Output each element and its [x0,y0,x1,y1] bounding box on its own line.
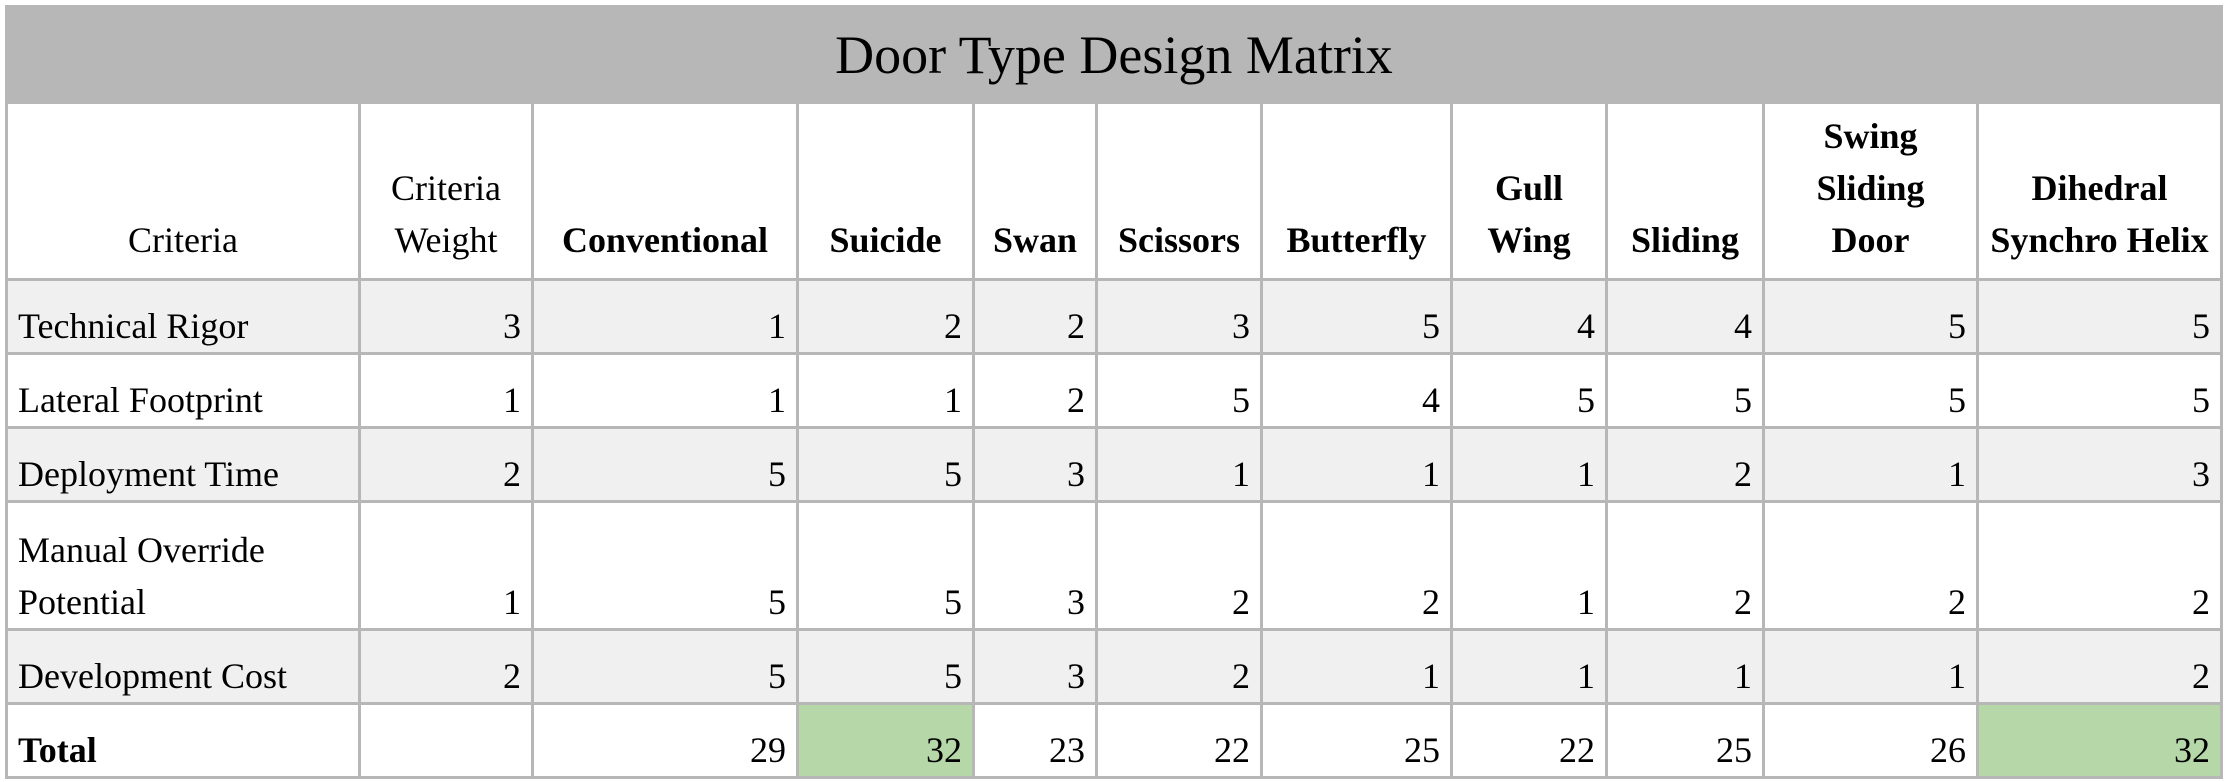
header-criteria: Criteria [5,101,361,281]
table-row: Development Cost 2 5 5 3 2 1 1 1 1 2 [5,628,2223,705]
criterion-label: Deployment Time [5,426,361,503]
criterion-weight: 1 [358,500,534,631]
score-cell: 5 [1095,352,1263,429]
score-cell: 5 [1762,352,1979,429]
score-cell: 2 [1260,500,1453,631]
score-cell: 5 [1605,352,1765,429]
score-cell: 2 [796,278,975,355]
header-scissors: Scissors [1095,101,1263,281]
title-row: Door Type Design Matrix [5,5,2223,104]
score-cell: 2 [1605,500,1765,631]
header-gull-wing: Gull Wing [1450,101,1608,281]
score-cell: 5 [796,628,975,705]
score-cell: 2 [1762,500,1979,631]
total-cell-highlighted: 32 [1976,702,2223,779]
score-cell: 5 [531,500,799,631]
score-cell: 5 [796,500,975,631]
criterion-weight: 1 [358,352,534,429]
score-cell: 1 [1260,628,1453,705]
total-cell: 23 [972,702,1098,779]
design-matrix: Door Type Design Matrix Criteria Criteri… [5,5,2223,779]
score-cell: 4 [1260,352,1453,429]
score-cell: 5 [531,628,799,705]
total-cell: 29 [531,702,799,779]
score-cell: 2 [972,278,1098,355]
score-cell: 2 [1095,628,1263,705]
score-cell: 3 [1976,426,2223,503]
header-conventional: Conventional [531,101,799,281]
score-cell: 1 [1605,628,1765,705]
table-row: Technical Rigor 3 1 2 2 3 5 4 4 5 5 [5,278,2223,355]
score-cell: 5 [1260,278,1453,355]
score-cell: 5 [1976,278,2223,355]
score-cell: 2 [1095,500,1263,631]
score-cell: 1 [531,352,799,429]
header-dihedral-synchro-helix: Dihedral Synchro Helix [1976,101,2223,281]
score-cell: 4 [1450,278,1608,355]
total-cell-highlighted: 32 [796,702,975,779]
score-cell: 1 [1450,628,1608,705]
score-cell: 5 [1762,278,1979,355]
total-label: Total [5,702,361,779]
total-cell: 22 [1450,702,1608,779]
total-cell: 22 [1095,702,1263,779]
score-cell: 1 [1762,426,1979,503]
table-row: Lateral Footprint 1 1 1 2 5 4 5 5 5 5 [5,352,2223,429]
header-sliding: Sliding [1605,101,1765,281]
header-suicide: Suicide [796,101,975,281]
score-cell: 1 [1260,426,1453,503]
score-cell: 2 [972,352,1098,429]
score-cell: 5 [531,426,799,503]
score-cell: 1 [531,278,799,355]
total-cell: 26 [1762,702,1979,779]
header-swing-sliding-door: Swing Sliding Door [1762,101,1979,281]
header-row: Criteria Criteria Weight Conventional Su… [5,101,2223,281]
score-cell: 4 [1605,278,1765,355]
score-cell: 1 [796,352,975,429]
total-cell: 25 [1605,702,1765,779]
table-row: Manual Override Potential 1 5 5 3 2 2 1 … [5,500,2223,631]
score-cell: 3 [1095,278,1263,355]
criterion-label: Development Cost [5,628,361,705]
criterion-weight: 3 [358,278,534,355]
criterion-label: Lateral Footprint [5,352,361,429]
score-cell: 3 [972,426,1098,503]
total-weight-empty [358,702,534,779]
score-cell: 3 [972,500,1098,631]
score-cell: 1 [1450,426,1608,503]
score-cell: 1 [1095,426,1263,503]
score-cell: 3 [972,628,1098,705]
score-cell: 1 [1450,500,1608,631]
total-row: Total 29 32 23 22 25 22 25 26 32 [5,702,2223,779]
score-cell: 1 [1762,628,1979,705]
score-cell: 5 [796,426,975,503]
criterion-label: Technical Rigor [5,278,361,355]
score-cell: 2 [1976,500,2223,631]
header-swan: Swan [972,101,1098,281]
page-title: Door Type Design Matrix [5,5,2223,104]
table-row: Deployment Time 2 5 5 3 1 1 1 2 1 3 [5,426,2223,503]
design-matrix-table: Door Type Design Matrix Criteria Criteri… [5,5,2223,779]
score-cell: 2 [1605,426,1765,503]
score-cell: 2 [1976,628,2223,705]
header-criteria-weight: Criteria Weight [358,101,534,281]
header-butterfly: Butterfly [1260,101,1453,281]
criterion-weight: 2 [358,628,534,705]
total-cell: 25 [1260,702,1453,779]
criterion-label: Manual Override Potential [5,500,361,631]
score-cell: 5 [1450,352,1608,429]
score-cell: 5 [1976,352,2223,429]
criterion-weight: 2 [358,426,534,503]
